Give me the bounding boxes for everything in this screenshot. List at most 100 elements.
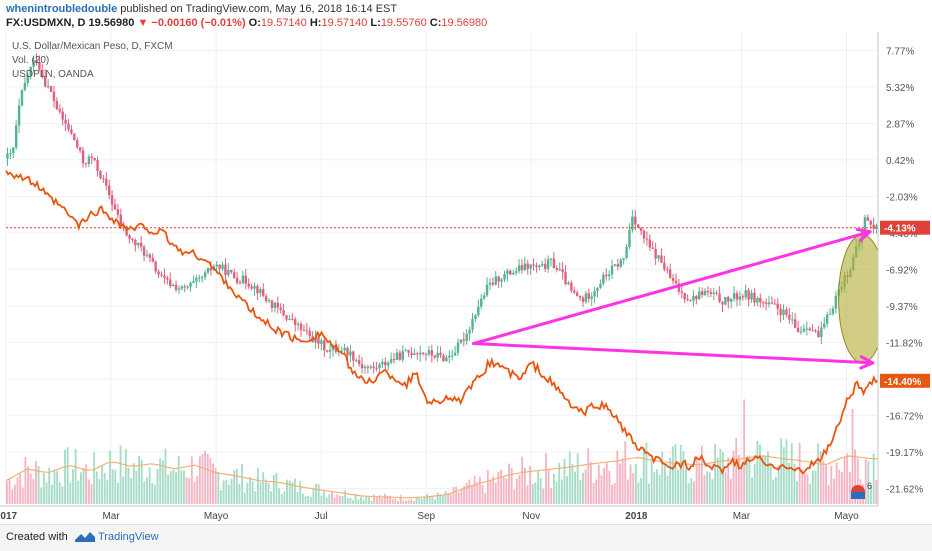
candle-body bbox=[517, 265, 521, 272]
open-label: O: bbox=[248, 17, 261, 29]
candle-body bbox=[87, 156, 91, 164]
volume-bar bbox=[185, 477, 188, 504]
volume-bar bbox=[526, 484, 529, 504]
y-tick-label: -11.82% bbox=[886, 338, 923, 349]
volume-bar bbox=[843, 456, 846, 504]
candle-body bbox=[137, 242, 140, 246]
volume-bar bbox=[11, 489, 14, 504]
candle-body bbox=[619, 259, 622, 267]
x-axis[interactable]: 2017 Mar Mayo Jul Sep Nov 2018 Mar Mayo bbox=[0, 505, 878, 524]
volume-bar bbox=[777, 465, 780, 504]
volume-bar bbox=[597, 464, 600, 504]
candle-body bbox=[732, 293, 736, 299]
candle-body bbox=[302, 329, 306, 331]
volume-bar bbox=[193, 481, 196, 504]
volume-bar bbox=[492, 476, 495, 504]
chart-area[interactable]: 7.77%5.32%2.87%0.42%-2.03%-4.48%-6.92%-9… bbox=[0, 32, 932, 524]
current-value-badges: -4.13% -14.40% 6 bbox=[851, 220, 930, 499]
volume-bar bbox=[116, 482, 119, 504]
volume-bar bbox=[190, 456, 193, 504]
candle-body bbox=[166, 277, 169, 280]
y-axis[interactable]: 7.77%5.32%2.87%0.42%-2.03%-4.48%-6.92%-9… bbox=[877, 32, 932, 524]
volume-bar bbox=[315, 484, 318, 504]
candle-body bbox=[622, 258, 625, 260]
candle-body bbox=[869, 220, 872, 225]
volume-bar bbox=[122, 476, 125, 504]
volume-bar bbox=[370, 500, 373, 504]
candle-body bbox=[195, 277, 198, 282]
volume-bar bbox=[848, 472, 851, 504]
candle-body bbox=[488, 282, 492, 285]
volume-bar bbox=[838, 469, 841, 504]
volume-bar bbox=[833, 478, 835, 504]
candle-body bbox=[238, 282, 242, 284]
candle-body bbox=[573, 290, 576, 293]
candle-body bbox=[468, 329, 471, 334]
candle-body bbox=[602, 274, 605, 284]
candle-body bbox=[639, 227, 643, 231]
candle-body bbox=[744, 290, 747, 298]
volume-bar bbox=[759, 444, 761, 504]
price-chart[interactable]: 7.77%5.32%2.87%0.42%-2.03%-4.48%-6.92%-9… bbox=[0, 32, 932, 524]
volume-bar bbox=[275, 472, 278, 504]
candle-body bbox=[230, 270, 233, 273]
candle-body bbox=[32, 60, 35, 67]
candle-body bbox=[567, 282, 570, 285]
candle-body bbox=[663, 262, 666, 270]
candle-body bbox=[770, 302, 774, 304]
volume-bar bbox=[727, 457, 730, 504]
volume-bar bbox=[156, 469, 159, 504]
candle-body bbox=[372, 366, 375, 368]
volume-bar bbox=[724, 472, 727, 504]
chart-header: whenintroubledouble published on Trading… bbox=[0, 0, 932, 32]
volume-bar bbox=[328, 494, 331, 504]
candle-body bbox=[439, 352, 442, 356]
candle-body bbox=[587, 293, 590, 299]
candle-body bbox=[514, 271, 518, 273]
candle-body bbox=[477, 306, 480, 316]
volume-bar bbox=[708, 472, 711, 504]
candle-body bbox=[817, 330, 820, 338]
x-tick-label: Nov bbox=[522, 511, 540, 522]
candle-body bbox=[41, 69, 44, 77]
candle-body bbox=[593, 291, 596, 297]
volume-bar bbox=[867, 461, 870, 504]
candle-body bbox=[607, 274, 611, 277]
volume-bar bbox=[35, 460, 37, 504]
volume-bar bbox=[198, 456, 201, 504]
volume-bar bbox=[640, 477, 643, 504]
candle-body bbox=[703, 290, 707, 295]
legend-volume[interactable]: Vol. (20) bbox=[12, 55, 50, 66]
volume-bar bbox=[214, 468, 217, 504]
volume-bar bbox=[817, 443, 820, 504]
candle-body bbox=[613, 264, 617, 266]
volume-bar bbox=[410, 499, 413, 504]
volume-bar bbox=[146, 477, 148, 504]
volume-bar bbox=[698, 462, 701, 504]
volume-bar bbox=[809, 483, 812, 504]
volume-bar bbox=[101, 464, 103, 504]
volume-bar bbox=[233, 470, 236, 504]
volume-bar bbox=[856, 458, 859, 504]
candle-body bbox=[506, 270, 509, 274]
volume-bar bbox=[518, 475, 521, 504]
y-tick-label: 7.77% bbox=[886, 46, 914, 57]
author-link[interactable]: whenintroubledouble bbox=[6, 3, 118, 15]
candle-body bbox=[799, 331, 803, 333]
volume-bar bbox=[42, 472, 45, 504]
volume-bar bbox=[230, 479, 233, 504]
volume-bar bbox=[365, 496, 368, 504]
candle-body bbox=[221, 264, 224, 269]
candle-body bbox=[474, 315, 477, 319]
legend-main-series[interactable]: U.S. Dollar/Mexican Peso, D, FXCM bbox=[12, 41, 173, 52]
value-badge-text: -4.13% bbox=[884, 224, 916, 235]
x-tick-label: Mayo bbox=[834, 511, 859, 522]
candle-body bbox=[331, 347, 335, 350]
candle-body bbox=[157, 271, 160, 275]
tradingview-brand[interactable]: TradingView bbox=[98, 531, 159, 543]
tradingview-logo-icon[interactable] bbox=[74, 530, 96, 549]
candle-body bbox=[12, 147, 15, 153]
volume-bar bbox=[589, 462, 592, 504]
legend-compare-series[interactable]: USDPLN, OANDA bbox=[12, 69, 94, 80]
volume-bar bbox=[103, 472, 106, 504]
